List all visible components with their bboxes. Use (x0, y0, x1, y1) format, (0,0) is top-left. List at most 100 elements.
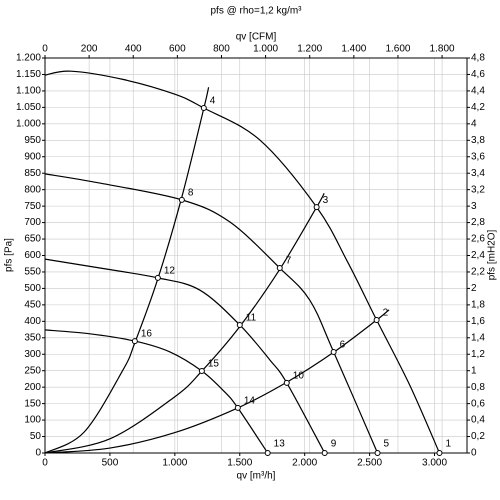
x2-tick-label: 1.200 (297, 44, 322, 55)
y-tick-label: 100 (24, 415, 41, 426)
y2-tick-label: 4,4 (471, 86, 485, 97)
y-tick-label: 600 (24, 250, 41, 261)
point-label: 14 (244, 396, 256, 407)
y-tick-label: 500 (24, 283, 41, 294)
y-tick-label: 350 (24, 332, 41, 343)
y-tick-label: 400 (24, 316, 41, 327)
y2-tick-label: 3,6 (471, 151, 485, 162)
x2-tick-label: 800 (213, 44, 230, 55)
point-label: 7 (286, 256, 292, 267)
point-label: 11 (246, 313, 257, 324)
x2-tick-label: 400 (125, 44, 142, 55)
point-label: 16 (141, 329, 153, 340)
operating-point (313, 204, 320, 211)
x-tick-label: 500 (102, 458, 119, 469)
point-label: 3 (323, 195, 329, 206)
y2-tick-label: 1 (471, 365, 477, 376)
point-label: 1 (445, 439, 451, 450)
x-tick-label: 0 (42, 458, 48, 469)
system-curve (44, 193, 325, 454)
y-tick-label: 950 (24, 135, 41, 146)
y2-tick-label: 0,2 (471, 431, 485, 442)
x2-tick-label: 600 (169, 44, 186, 55)
x-tick-label: 2.000 (292, 458, 317, 469)
operating-point (236, 321, 243, 328)
y-tick-label: 150 (24, 398, 41, 409)
y2-tick-label: 2,4 (471, 250, 485, 261)
y2-tick-label: 1,4 (471, 332, 485, 343)
y2-tick-label: 3,2 (471, 184, 485, 195)
y2-tick-label: 3 (471, 201, 477, 212)
y2-axis-title: pfs [mH2O] (487, 230, 498, 281)
x2-tick-label: 1.800 (430, 44, 455, 55)
point-label: 5 (384, 439, 390, 450)
operating-point (436, 450, 443, 456)
point-label: 6 (340, 340, 346, 351)
point-label: 13 (274, 439, 286, 450)
x2-tick-label: 0 (42, 44, 48, 55)
y2-tick-label: 4,2 (471, 102, 485, 113)
y-tick-label: 200 (24, 382, 41, 393)
operating-point (276, 265, 283, 272)
y-tick-label: 900 (24, 151, 41, 162)
fan-curve (44, 70, 441, 454)
operating-point (264, 450, 271, 456)
point-label: 2 (383, 308, 389, 319)
x-axis-title: qv [m³/h] (237, 471, 276, 482)
y-tick-label: 1.100 (16, 86, 41, 97)
x-tick-label: 2.500 (357, 458, 382, 469)
y-tick-label: 850 (24, 168, 41, 179)
operating-point (200, 105, 207, 112)
y2-tick-label: 1,2 (471, 349, 485, 360)
operating-point (178, 196, 185, 203)
x2-tick-label: 1.400 (341, 44, 366, 55)
y-tick-label: 700 (24, 217, 41, 228)
y-tick-label: 650 (24, 234, 41, 245)
x2-tick-label: 200 (81, 44, 98, 55)
operating-point (330, 348, 337, 355)
y-axis-title: pfs [Pa] (4, 238, 15, 272)
y2-tick-label: 3,8 (471, 135, 485, 146)
y-tick-label: 450 (24, 300, 41, 311)
point-label: 15 (208, 359, 220, 370)
operating-point (198, 368, 205, 375)
y-tick-label: 50 (30, 431, 42, 442)
y2-tick-label: 0 (471, 448, 477, 459)
y2-tick-label: 1,8 (471, 300, 485, 311)
operating-point (154, 274, 161, 281)
system-curve (44, 309, 390, 454)
operating-point (321, 450, 328, 456)
point-label: 10 (293, 371, 305, 382)
y2-tick-label: 0,4 (471, 415, 485, 426)
y2-tick-label: 0,8 (471, 382, 485, 393)
y-tick-label: 1.000 (16, 118, 41, 129)
y-tick-label: 0 (35, 448, 41, 459)
x-tick-label: 1.500 (227, 458, 252, 469)
chart-title: pfs @ rho=1,2 kg/m³ (210, 6, 302, 17)
point-label: 8 (188, 188, 194, 199)
operating-point (374, 450, 381, 456)
operating-point (373, 317, 380, 324)
y-tick-label: 1.200 (16, 53, 41, 64)
y2-tick-label: 4,8 (471, 53, 485, 64)
x-tick-label: 1.000 (162, 458, 187, 469)
operating-point (234, 404, 241, 411)
y-tick-label: 1.150 (16, 69, 41, 80)
y-tick-label: 300 (24, 349, 41, 360)
fan-curve (44, 173, 379, 454)
y-tick-label: 1.050 (16, 102, 41, 113)
y2-tick-label: 4,6 (471, 69, 485, 80)
y2-tick-label: 2,6 (471, 234, 485, 245)
x-tick-label: 3.000 (422, 458, 447, 469)
y-tick-label: 800 (24, 184, 41, 195)
y2-tick-label: 1,6 (471, 316, 485, 327)
y-tick-label: 550 (24, 267, 41, 278)
y2-tick-label: 2 (471, 283, 477, 294)
operating-point (283, 379, 290, 386)
plot-frame (44, 57, 468, 454)
fan-curve (44, 329, 269, 454)
y2-tick-label: 0,6 (471, 398, 485, 409)
point-label: 9 (331, 439, 337, 450)
operating-point (131, 338, 138, 345)
